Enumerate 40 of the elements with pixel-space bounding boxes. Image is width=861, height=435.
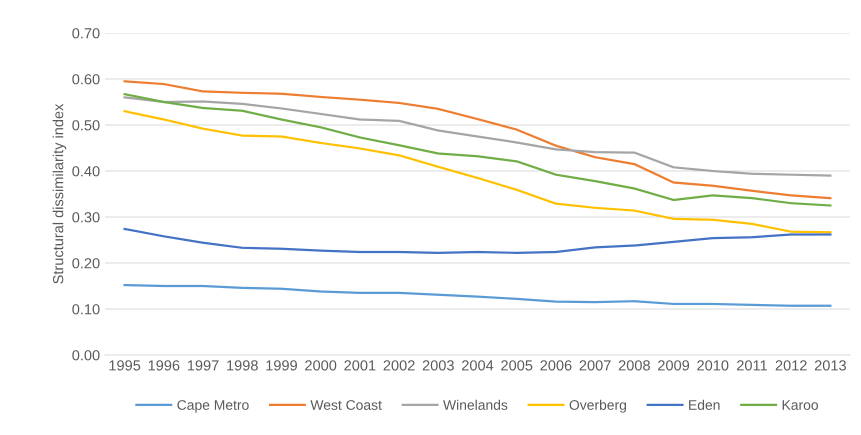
line-series <box>123 284 832 307</box>
x-tick-label: 2009 <box>658 360 690 371</box>
x-tick-label: 2008 <box>618 360 650 371</box>
x-tick-label: 2010 <box>697 360 728 371</box>
legend-label: Cape Metro <box>177 400 249 413</box>
x-tick-label: 2006 <box>540 360 572 371</box>
y-tick-label: 0.40 <box>72 166 100 176</box>
x-tick-label: 2007 <box>580 360 611 371</box>
y-tick-label: 0.20 <box>72 258 100 268</box>
y-tick-label: 0.10 <box>72 304 100 314</box>
x-tick-label: 2003 <box>422 360 454 371</box>
x-tick-label: 2004 <box>462 360 494 371</box>
legend-label: Winelands <box>443 400 508 410</box>
legend-label: West Coast <box>310 400 382 410</box>
x-tick-label: 2001 <box>344 360 376 371</box>
x-tick-label: 2000 <box>305 360 336 371</box>
line-series <box>123 80 832 200</box>
x-tick-label: 2005 <box>501 360 532 371</box>
legend-label: Overberg <box>570 400 626 413</box>
x-tick-label: 1997 <box>188 360 219 371</box>
legend-label: Eden <box>689 400 720 410</box>
x-tick-label: 2002 <box>384 360 415 371</box>
x-tick-label: 1998 <box>227 360 258 371</box>
x-tick-label: 2012 <box>776 360 807 371</box>
y-tick-label: 0.00 <box>72 350 100 360</box>
x-tick-label: 2011 <box>737 360 767 371</box>
x-tick-label: 2013 <box>814 360 846 371</box>
line-series <box>123 110 832 234</box>
line-series <box>123 93 832 207</box>
legend-label: Karoo <box>782 400 818 410</box>
line-series <box>123 96 832 177</box>
x-tick-label: 1995 <box>110 360 140 371</box>
x-tick-label: 1999 <box>266 360 297 371</box>
y-tick-label: 0.50 <box>72 120 100 130</box>
y-tick-label: 0.30 <box>72 212 100 222</box>
line-series <box>123 228 832 254</box>
y-tick-label: 0.60 <box>72 74 100 84</box>
y-tick-label: 0.70 <box>72 28 100 38</box>
y-axis-title: Structural dissimilarity index <box>52 104 66 284</box>
x-tick-label: 1996 <box>148 360 180 371</box>
